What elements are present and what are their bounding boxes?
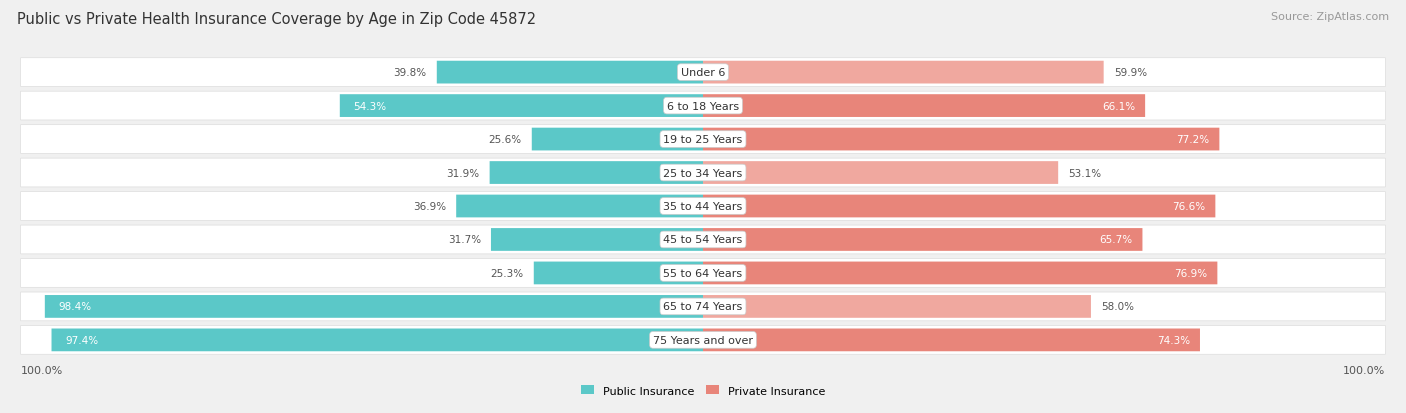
FancyBboxPatch shape [21, 59, 1385, 87]
FancyBboxPatch shape [703, 295, 1091, 318]
FancyBboxPatch shape [703, 262, 1218, 285]
Text: 98.4%: 98.4% [58, 301, 91, 312]
Text: 65 to 74 Years: 65 to 74 Years [664, 301, 742, 312]
Text: 97.4%: 97.4% [65, 335, 98, 345]
Text: 53.1%: 53.1% [1069, 168, 1101, 178]
FancyBboxPatch shape [21, 92, 1385, 121]
Text: 58.0%: 58.0% [1101, 301, 1135, 312]
FancyBboxPatch shape [703, 228, 1143, 251]
FancyBboxPatch shape [340, 95, 703, 118]
Text: 77.2%: 77.2% [1177, 135, 1209, 145]
Text: 25.3%: 25.3% [491, 268, 524, 278]
FancyBboxPatch shape [491, 228, 703, 251]
FancyBboxPatch shape [45, 295, 703, 318]
FancyBboxPatch shape [703, 62, 1104, 84]
Text: 66.1%: 66.1% [1102, 101, 1135, 112]
Text: 76.6%: 76.6% [1173, 202, 1205, 211]
Text: 75 Years and over: 75 Years and over [652, 335, 754, 345]
FancyBboxPatch shape [21, 192, 1385, 221]
Text: 25 to 34 Years: 25 to 34 Years [664, 168, 742, 178]
Text: 39.8%: 39.8% [394, 68, 427, 78]
Text: 100.0%: 100.0% [21, 365, 63, 375]
Text: 25.6%: 25.6% [489, 135, 522, 145]
FancyBboxPatch shape [52, 329, 703, 351]
FancyBboxPatch shape [456, 195, 703, 218]
Text: 31.9%: 31.9% [447, 168, 479, 178]
Text: 76.9%: 76.9% [1174, 268, 1208, 278]
Text: 36.9%: 36.9% [413, 202, 446, 211]
Text: Source: ZipAtlas.com: Source: ZipAtlas.com [1271, 12, 1389, 22]
Text: 65.7%: 65.7% [1099, 235, 1132, 245]
Text: Under 6: Under 6 [681, 68, 725, 78]
Text: 54.3%: 54.3% [353, 101, 387, 112]
FancyBboxPatch shape [703, 195, 1215, 218]
FancyBboxPatch shape [437, 62, 703, 84]
Text: 55 to 64 Years: 55 to 64 Years [664, 268, 742, 278]
FancyBboxPatch shape [21, 326, 1385, 354]
FancyBboxPatch shape [534, 262, 703, 285]
Text: 59.9%: 59.9% [1114, 68, 1147, 78]
Legend: Public Insurance, Private Insurance: Public Insurance, Private Insurance [581, 385, 825, 396]
FancyBboxPatch shape [531, 128, 703, 151]
Text: 74.3%: 74.3% [1157, 335, 1189, 345]
Text: 6 to 18 Years: 6 to 18 Years [666, 101, 740, 112]
FancyBboxPatch shape [489, 162, 703, 185]
FancyBboxPatch shape [21, 259, 1385, 287]
Text: Public vs Private Health Insurance Coverage by Age in Zip Code 45872: Public vs Private Health Insurance Cover… [17, 12, 536, 27]
FancyBboxPatch shape [703, 329, 1199, 351]
FancyBboxPatch shape [703, 162, 1059, 185]
Text: 35 to 44 Years: 35 to 44 Years [664, 202, 742, 211]
Text: 45 to 54 Years: 45 to 54 Years [664, 235, 742, 245]
FancyBboxPatch shape [21, 159, 1385, 188]
FancyBboxPatch shape [21, 225, 1385, 254]
Text: 31.7%: 31.7% [447, 235, 481, 245]
FancyBboxPatch shape [703, 128, 1219, 151]
Text: 100.0%: 100.0% [1343, 365, 1385, 375]
FancyBboxPatch shape [21, 126, 1385, 154]
Text: 19 to 25 Years: 19 to 25 Years [664, 135, 742, 145]
FancyBboxPatch shape [703, 95, 1144, 118]
FancyBboxPatch shape [21, 292, 1385, 321]
